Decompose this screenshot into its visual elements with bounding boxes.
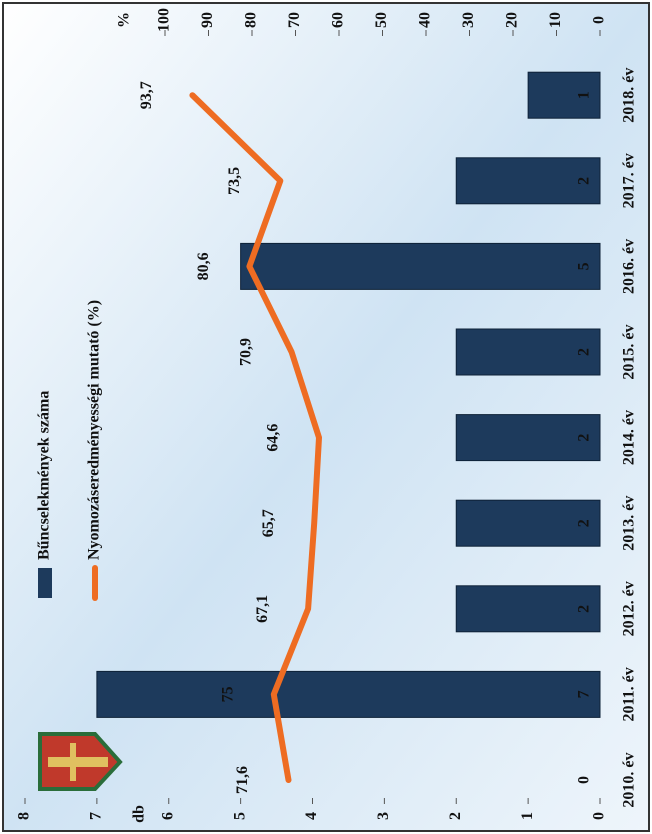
line-value-label: 93,7 bbox=[138, 81, 155, 109]
bar bbox=[455, 585, 601, 633]
x-tick-label: 2011. év bbox=[621, 667, 638, 721]
bar-value-label: 2 bbox=[576, 434, 593, 442]
bar bbox=[96, 670, 601, 718]
y2-tick-label: 90 bbox=[199, 12, 216, 28]
bar-value-label: 2 bbox=[576, 348, 593, 356]
bar-value-label: 2 bbox=[576, 177, 593, 185]
bar-value-label: 2 bbox=[576, 519, 593, 527]
y-tick-label: 5 bbox=[231, 812, 248, 820]
y-axis-title: db bbox=[131, 805, 148, 823]
y2-tick-label: 10 bbox=[547, 12, 564, 28]
y-tick-label: 6 bbox=[159, 812, 176, 820]
line bbox=[189, 92, 322, 783]
legend-label: Nyomozáseredményességi mutató (%) bbox=[86, 300, 103, 560]
y-tick-label: 8 bbox=[16, 812, 33, 820]
bar-value-label: 7 bbox=[576, 690, 593, 698]
x-tick-label: 2016. év bbox=[621, 239, 638, 294]
y2-tick-label: 20 bbox=[504, 12, 521, 28]
y2-tick-label: 40 bbox=[417, 12, 434, 28]
bar bbox=[455, 499, 601, 547]
line-value-label: 75 bbox=[219, 686, 236, 702]
x-tick-label: 2013. év bbox=[621, 496, 638, 551]
bar bbox=[455, 157, 601, 205]
x-tick-label: 2015. év bbox=[621, 324, 638, 379]
rotated-chart: db%01234567801020304050607080901002010. … bbox=[16, 8, 638, 823]
legend-label: Bűncselekmények száma bbox=[36, 391, 53, 560]
bar bbox=[527, 71, 601, 119]
bar-value-label: 5 bbox=[576, 262, 593, 270]
y2-tick-label: 70 bbox=[286, 12, 303, 28]
x-tick-label: 2012. év bbox=[621, 581, 638, 636]
line-value-label: 70,9 bbox=[237, 338, 254, 366]
x-tick-label: 2017. év bbox=[621, 153, 638, 208]
y-tick-label: 4 bbox=[303, 812, 320, 820]
line-value-label: 71,6 bbox=[234, 766, 251, 794]
y-tick-label: 3 bbox=[375, 812, 392, 820]
line-value-label: 64,6 bbox=[265, 424, 282, 452]
logo bbox=[38, 732, 123, 791]
y2-tick-label: 50 bbox=[373, 12, 390, 28]
bar-value-label: 0 bbox=[576, 776, 593, 784]
y-tick-label: 1 bbox=[519, 812, 536, 820]
y-tick-label: 0 bbox=[591, 812, 608, 820]
y2-tick-label: 80 bbox=[243, 12, 260, 28]
line-value-label: 73,5 bbox=[226, 167, 243, 195]
bar bbox=[455, 414, 601, 462]
y2-axis-title: % bbox=[116, 12, 133, 28]
line-value-label: 80,6 bbox=[195, 252, 212, 280]
y-tick-label: 7 bbox=[88, 812, 105, 820]
bar-value-label: 2 bbox=[576, 605, 593, 613]
x-tick-label: 2014. év bbox=[621, 410, 638, 465]
y2-tick-label: 100 bbox=[156, 8, 173, 32]
x-tick-label: 2010. év bbox=[621, 752, 638, 807]
bar bbox=[240, 242, 601, 290]
line-value-label: 65,7 bbox=[260, 509, 277, 537]
legend-swatch bbox=[38, 568, 52, 598]
y2-tick-label: 30 bbox=[460, 12, 477, 28]
x-tick-label: 2018. év bbox=[621, 68, 638, 123]
y-tick-label: 2 bbox=[447, 812, 464, 820]
bar-value-label: 1 bbox=[576, 91, 593, 99]
y2-tick-label: 0 bbox=[591, 16, 608, 24]
y2-tick-label: 60 bbox=[330, 12, 347, 28]
line-value-label: 67,1 bbox=[254, 595, 271, 623]
bar bbox=[455, 328, 601, 376]
